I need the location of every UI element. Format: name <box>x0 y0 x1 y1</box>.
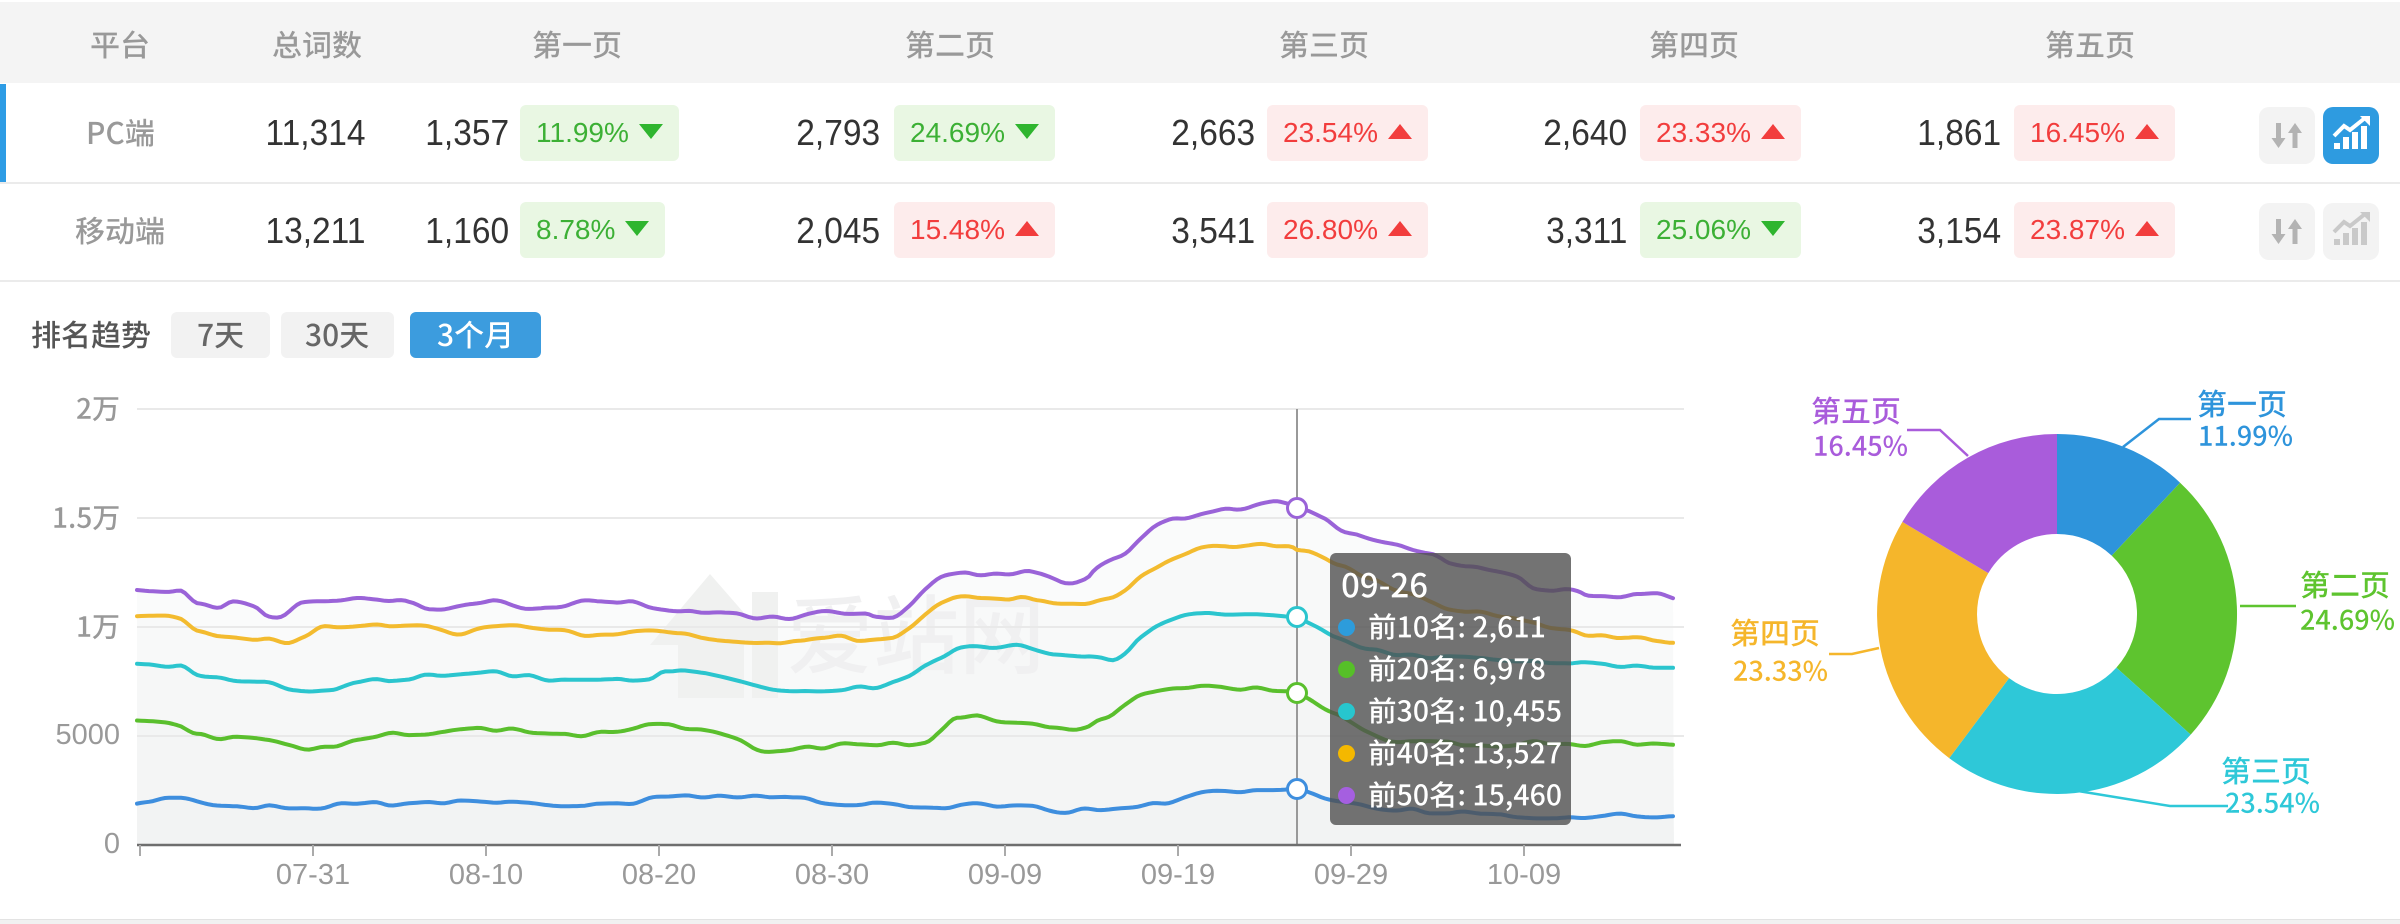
svg-text:08-20: 08-20 <box>622 859 696 891</box>
svg-text:08-30: 08-30 <box>795 859 869 891</box>
svg-text:07-31: 07-31 <box>276 859 350 891</box>
svg-text:09-29: 09-29 <box>1314 859 1388 891</box>
svg-text:09-09: 09-09 <box>968 859 1042 891</box>
svg-text:09-19: 09-19 <box>1141 859 1215 891</box>
svg-text:08-10: 08-10 <box>449 859 523 891</box>
svg-text:10-09: 10-09 <box>1487 859 1561 891</box>
